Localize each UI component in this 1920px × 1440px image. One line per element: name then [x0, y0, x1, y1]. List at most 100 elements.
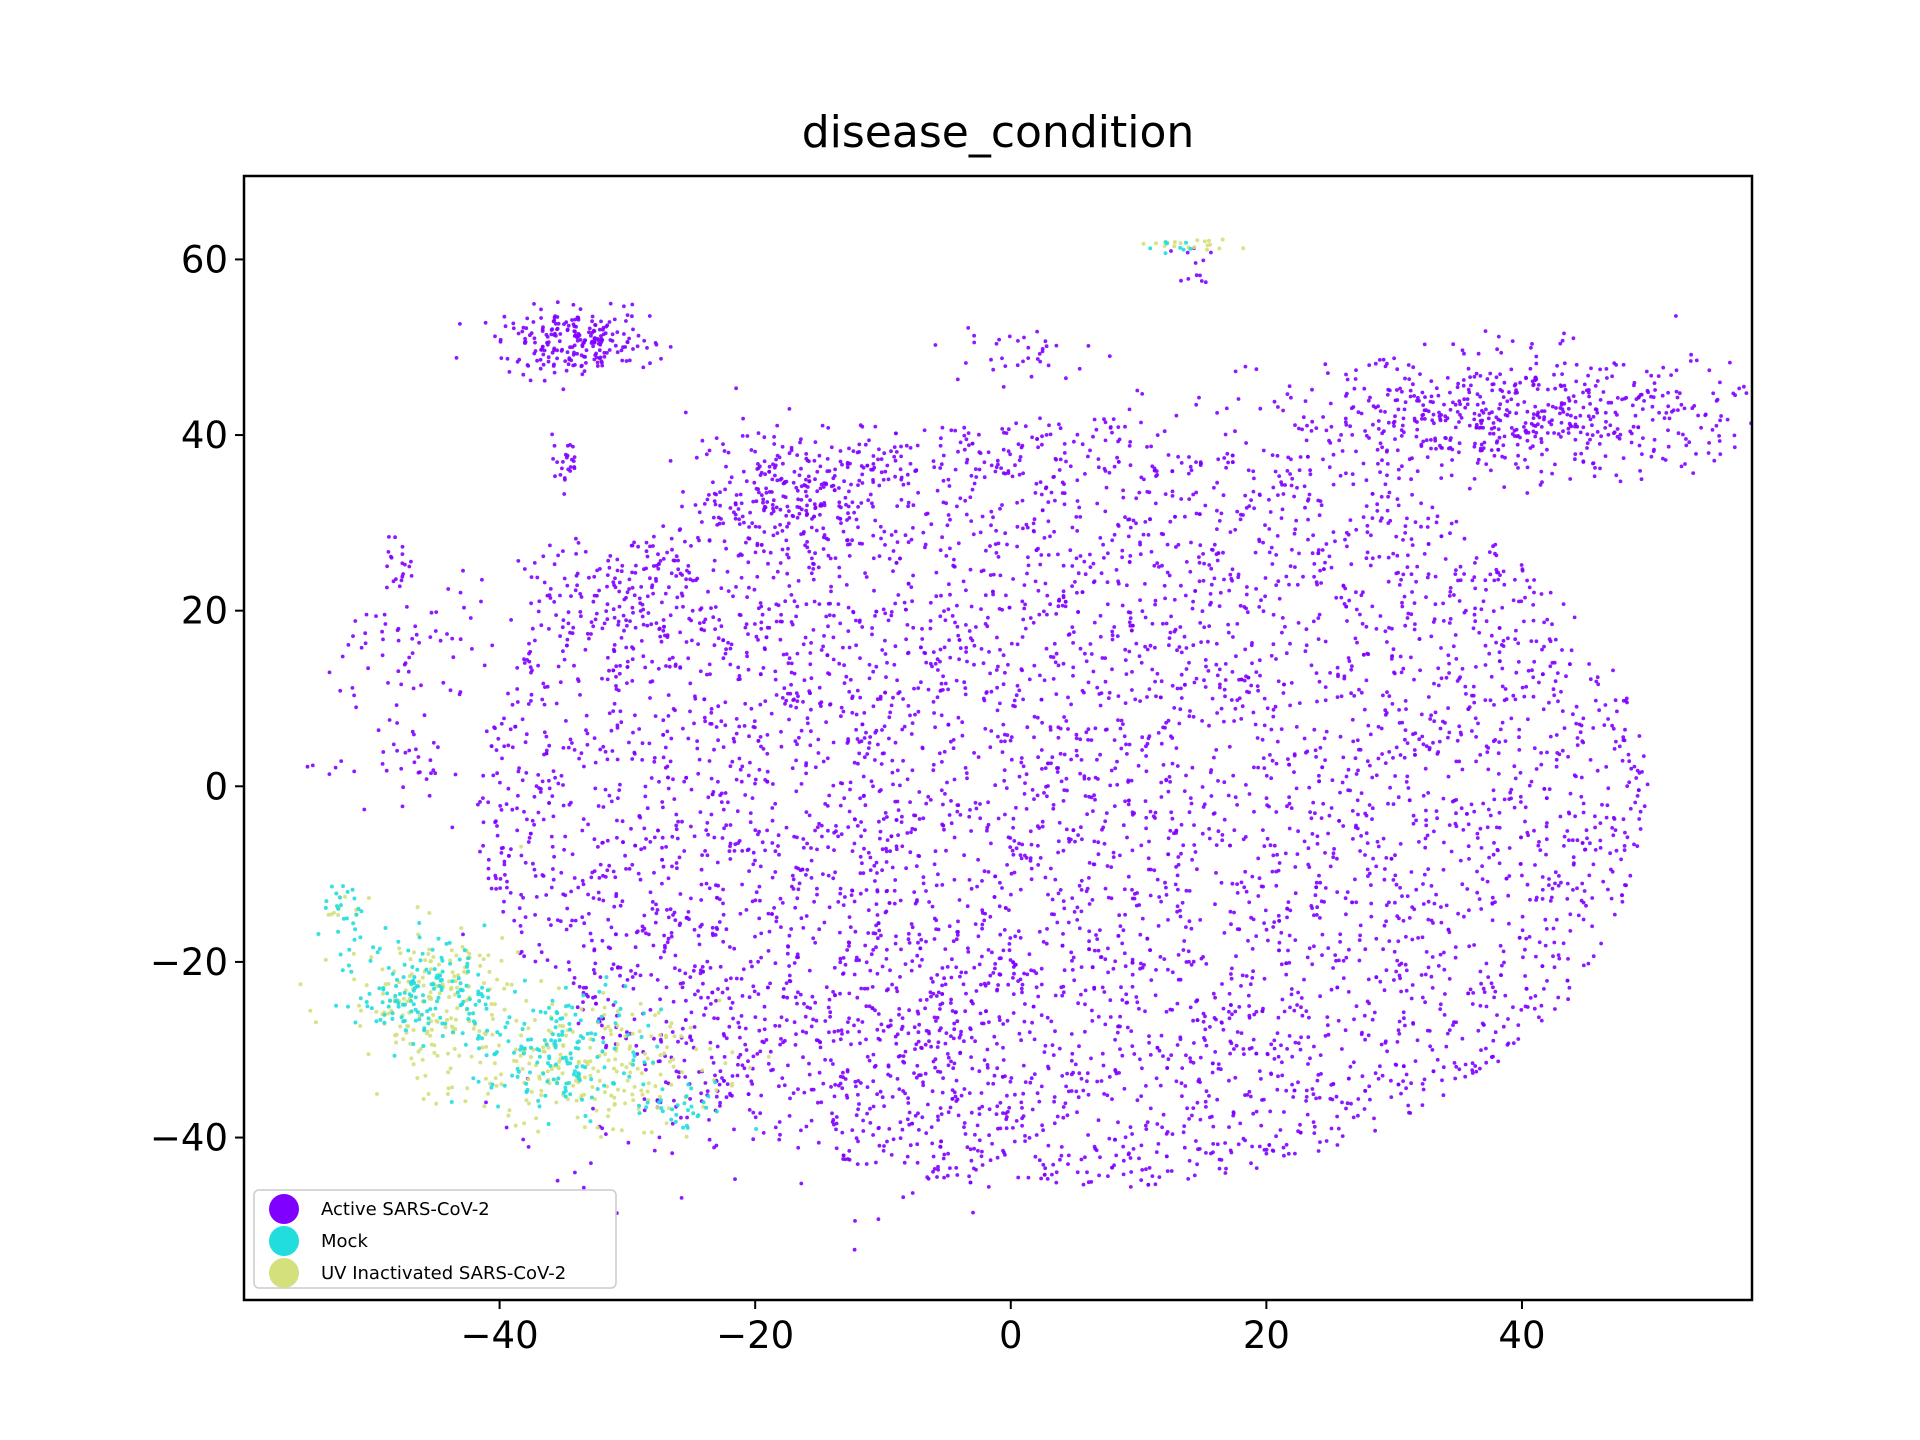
active-point: [1526, 717, 1530, 722]
active-point: [939, 593, 943, 598]
active-point: [1346, 788, 1350, 793]
active-point: [1015, 544, 1019, 549]
active-point: [670, 864, 674, 869]
active-point: [1030, 1107, 1035, 1112]
active-point: [559, 773, 564, 778]
active-point: [746, 667, 751, 672]
active-point: [1075, 590, 1079, 595]
active-point: [1025, 525, 1030, 530]
active-point: [1310, 1087, 1315, 1091]
active-point: [796, 887, 801, 892]
active-point: [1396, 795, 1401, 800]
active-point: [955, 803, 960, 807]
active-point: [666, 936, 671, 941]
active-point: [1061, 589, 1066, 594]
active-point: [1176, 977, 1181, 982]
active-point: [1491, 788, 1496, 793]
active-point: [852, 760, 857, 765]
active-point: [1604, 765, 1609, 769]
active-point: [998, 880, 1002, 885]
active-point: [1286, 455, 1291, 460]
active-point: [1240, 704, 1245, 709]
active-point: [1243, 869, 1248, 874]
active-point: [1603, 703, 1608, 707]
active-point: [1323, 698, 1328, 703]
active-point: [1161, 763, 1166, 767]
active-point: [993, 469, 998, 474]
active-point: [939, 436, 943, 441]
active-point: [1168, 1007, 1173, 1012]
active-point: [1120, 998, 1125, 1002]
active-point: [1102, 990, 1107, 994]
active-point: [931, 991, 936, 996]
active-point: [1370, 492, 1375, 496]
active-point: [560, 625, 565, 630]
active-point: [1006, 662, 1010, 667]
active-point: [893, 878, 898, 882]
active-point: [933, 1057, 938, 1062]
active-point: [778, 561, 783, 565]
active-point: [801, 845, 806, 850]
active-point: [981, 1021, 986, 1026]
active-point: [1125, 1025, 1130, 1030]
active-point: [1069, 1072, 1074, 1077]
active-point: [824, 720, 828, 724]
active-point: [896, 691, 901, 696]
active-point: [542, 702, 547, 707]
active-point: [652, 534, 656, 539]
active-point: [1441, 619, 1446, 623]
active-point: [1315, 905, 1320, 910]
active-point: [1153, 810, 1158, 815]
active-point: [729, 642, 734, 647]
active-point: [1122, 951, 1127, 956]
active-point: [1234, 654, 1238, 659]
active-point: [1280, 616, 1285, 620]
active-point: [644, 566, 648, 571]
active-point: [1290, 1054, 1295, 1059]
active-point: [1140, 735, 1145, 740]
active-point: [1323, 886, 1328, 890]
active-point: [1245, 1093, 1250, 1097]
active-point: [795, 651, 800, 656]
active-point: [1172, 706, 1177, 710]
active-point: [1095, 685, 1100, 690]
active-point: [1170, 761, 1175, 766]
active-point: [921, 1083, 926, 1088]
active-point: [751, 862, 756, 867]
active-point: [1152, 563, 1157, 568]
active-point: [1117, 913, 1122, 918]
active-point: [1575, 736, 1580, 740]
active-point: [643, 665, 648, 670]
active-point: [517, 766, 521, 771]
active-point: [674, 812, 679, 817]
active-point: [927, 900, 931, 904]
active-point: [934, 570, 939, 575]
active-point: [1076, 571, 1081, 576]
active-point: [1463, 1062, 1468, 1067]
active-point: [1208, 1025, 1212, 1029]
active-point: [1100, 1051, 1105, 1056]
active-point: [1285, 1047, 1289, 1051]
active-point: [1560, 648, 1564, 652]
active-point: [1023, 1080, 1028, 1084]
active-point: [515, 806, 519, 811]
active-point: [1437, 739, 1442, 744]
active-point: [976, 755, 981, 759]
active-point: [1062, 788, 1067, 792]
active-point: [593, 760, 598, 765]
active-point: [1121, 928, 1126, 933]
active-point: [1215, 558, 1220, 563]
active-point: [1403, 962, 1408, 967]
active-point: [1204, 1151, 1208, 1155]
active-point: [1398, 753, 1403, 757]
active-point: [869, 779, 874, 784]
active-point: [1413, 1059, 1418, 1063]
active-point: [840, 462, 844, 467]
active-point: [709, 606, 713, 610]
active-point: [1059, 779, 1064, 784]
active-point: [645, 623, 650, 628]
active-point: [986, 800, 990, 805]
active-point: [1004, 786, 1009, 790]
active-point: [1228, 1148, 1233, 1153]
active-point: [1196, 1147, 1200, 1152]
